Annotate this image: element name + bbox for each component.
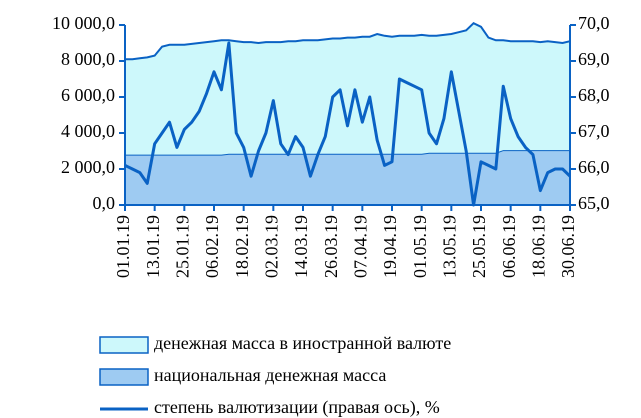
y-tick-label: 4 000,0 — [61, 121, 115, 141]
x-tick-label: 13.01.19 — [143, 215, 163, 278]
legend-label: национальная денежная масса — [154, 365, 386, 385]
x-tick-label: 14.03.19 — [291, 215, 311, 278]
line — [124, 41, 572, 207]
y-tick-label: 0,0 — [93, 193, 116, 213]
x-tick-label: 26.03.19 — [321, 215, 341, 278]
y2-tick-label: 69,0 — [578, 49, 610, 69]
y-tick-label: 6 000,0 — [61, 85, 115, 105]
y-tick-label: 2 000,0 — [61, 157, 115, 177]
legend-label: денежная масса в иностранной валюте — [154, 333, 451, 353]
x-tick-label: 13.05.19 — [439, 215, 459, 278]
y2-tick-label: 68,0 — [578, 85, 610, 105]
x-tick-label: 01.05.19 — [410, 215, 430, 278]
x-tick-label: 18.02.19 — [232, 215, 252, 278]
y2-tick-label: 70,0 — [578, 13, 610, 33]
area-edge — [125, 21, 571, 61]
y-tick-label: 10 000,0 — [52, 13, 115, 33]
legend-patch — [99, 336, 149, 354]
x-tick-label: 30.06.19 — [558, 215, 578, 278]
legend-label: степень валютизации (правая ось), % — [154, 397, 440, 418]
y-tick-label: 8 000,0 — [61, 49, 115, 69]
x-tick-label: 25.05.19 — [469, 215, 489, 278]
x-tick-label: 06.06.19 — [499, 215, 519, 278]
x-tick-label: 25.01.19 — [172, 215, 192, 278]
x-tick-label: 01.01.19 — [113, 215, 133, 278]
x-tick-label: 06.02.19 — [202, 215, 222, 278]
y2-tick-label: 65,0 — [578, 193, 610, 213]
x-tick-label: 19.04.19 — [380, 215, 400, 278]
x-tick-label: 07.04.19 — [350, 215, 370, 278]
y2-tick-label: 67,0 — [578, 121, 610, 141]
x-tick-label: 02.03.19 — [261, 215, 281, 278]
y2-tick-label: 66,0 — [578, 157, 610, 177]
x-tick-label: 18.06.19 — [528, 215, 548, 278]
legend-patch — [99, 368, 149, 386]
area — [125, 150, 570, 205]
